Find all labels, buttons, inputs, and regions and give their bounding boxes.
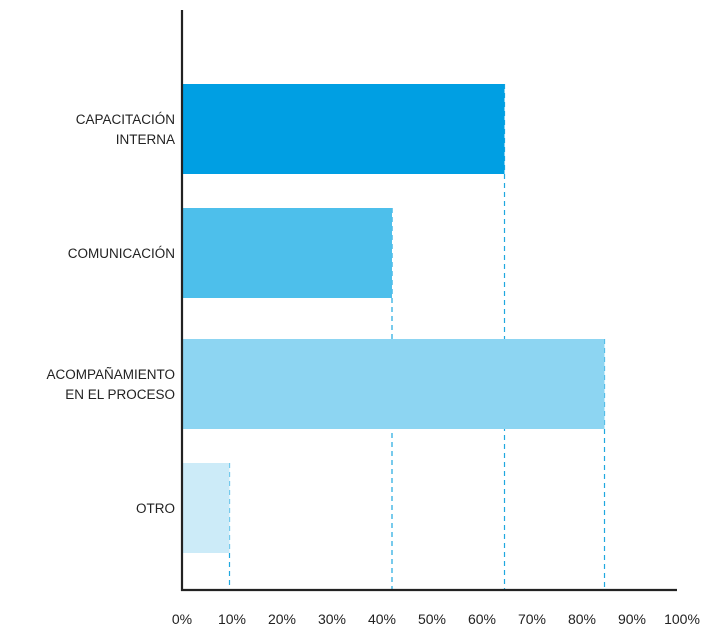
category-label-4: OTRO	[136, 501, 175, 516]
category-label-1: CAPACITACIÓN INTERNA	[76, 112, 175, 147]
x-tick-label-0: 0%	[172, 611, 192, 627]
bar-2	[182, 208, 392, 298]
x-tick-label-90: 90%	[618, 611, 646, 627]
x-tick-label-100: 100%	[664, 611, 700, 627]
bars	[182, 84, 605, 553]
axes	[180, 10, 677, 592]
x-tick-label-60: 60%	[468, 611, 496, 627]
x-tick-label-40: 40%	[368, 611, 396, 627]
category-label-2: COMUNICACIÓN	[68, 246, 175, 261]
bar-4	[182, 463, 230, 553]
x-tick-label-50: 50%	[418, 611, 446, 627]
x-tick-label-70: 70%	[518, 611, 546, 627]
x-tick-label-20: 20%	[268, 611, 296, 627]
x-tick-label-10: 10%	[218, 611, 246, 627]
bar-3	[182, 339, 605, 429]
x-tick-label-30: 30%	[318, 611, 346, 627]
x-tick-label-80: 80%	[568, 611, 596, 627]
bar-1	[182, 84, 505, 174]
tick-labels: 0% 10% 20% 30% 40% 50% 60% 70% 80% 90% 100%	[172, 611, 700, 627]
category-labels: CAPACITACIÓN INTERNA COMUNICACIÓN ACOMPAÑAM…	[46, 112, 175, 516]
category-label-3: ACOMPAÑAMIENTO EN EL PROCESO	[46, 367, 175, 402]
